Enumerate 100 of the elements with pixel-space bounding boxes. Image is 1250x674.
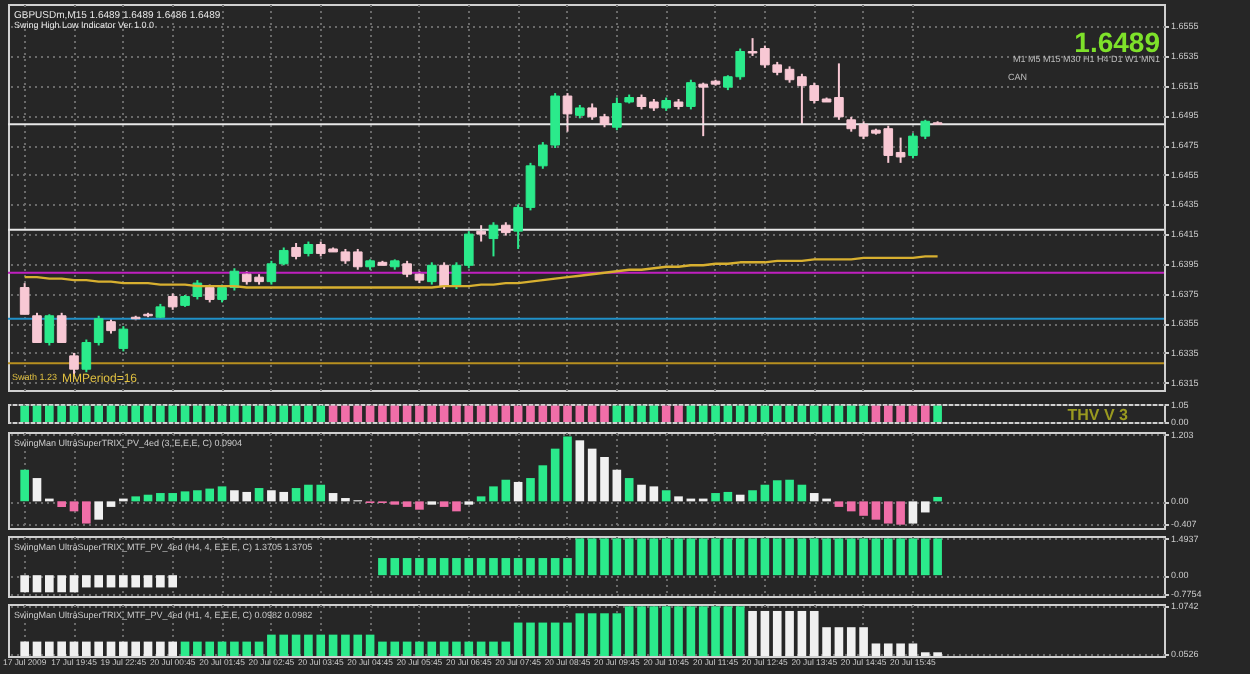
bar [82, 501, 91, 524]
bar [550, 622, 560, 656]
bar [871, 538, 881, 576]
bar [748, 490, 757, 502]
bar [513, 558, 523, 576]
annotation: 1.6489 [1074, 26, 1161, 58]
bar [217, 641, 227, 656]
candlestick [44, 313, 55, 347]
bar [180, 491, 190, 502]
bar [587, 613, 597, 656]
bar [143, 641, 153, 656]
bar [513, 622, 523, 656]
bar [291, 488, 301, 502]
bar [402, 641, 412, 656]
candlestick [488, 221, 499, 258]
bar [649, 486, 659, 502]
bar [32, 641, 42, 656]
bar [637, 484, 646, 502]
bar [439, 558, 449, 576]
bar [624, 538, 634, 576]
bar [106, 501, 116, 507]
bar [834, 627, 844, 656]
bar [908, 538, 918, 576]
bar [933, 496, 942, 502]
candlestick [118, 325, 129, 353]
bar [908, 501, 918, 524]
bar [57, 501, 66, 507]
bar [538, 465, 548, 502]
bar [254, 488, 264, 502]
bar [686, 538, 696, 576]
bar [20, 469, 29, 502]
bar [686, 606, 696, 656]
bar [649, 606, 659, 656]
bar [871, 501, 881, 520]
bar [575, 613, 585, 656]
bar [760, 610, 770, 656]
bar [131, 496, 141, 502]
bar [69, 641, 79, 656]
bar [612, 469, 622, 502]
bar [600, 538, 609, 576]
bar [452, 501, 461, 512]
bar [834, 538, 844, 576]
bar [661, 490, 671, 502]
candlestick [686, 78, 696, 111]
bar [723, 538, 733, 576]
bar [538, 558, 548, 576]
bar [563, 436, 572, 502]
bar [563, 558, 572, 576]
candlestick [56, 311, 67, 344]
bar [550, 448, 560, 502]
candlestick [19, 282, 30, 316]
bar [526, 622, 535, 656]
bar [624, 478, 634, 502]
bar [402, 558, 412, 576]
bar [735, 494, 745, 502]
bar [476, 558, 486, 576]
bar [106, 575, 116, 588]
bar [612, 538, 622, 576]
bar [69, 501, 79, 512]
bar [402, 501, 412, 507]
bar [439, 641, 449, 656]
bar [143, 575, 153, 588]
bar [538, 622, 548, 656]
bar [291, 634, 301, 656]
bar [180, 641, 190, 656]
bar [711, 493, 720, 502]
bar [760, 538, 770, 576]
bar [254, 641, 264, 656]
bar [328, 634, 338, 656]
annotation: THV V 3 [1067, 406, 1130, 424]
candlestick [562, 92, 573, 133]
bar [624, 606, 634, 656]
bar [550, 558, 560, 576]
bar [600, 456, 609, 502]
bar [575, 538, 585, 576]
bar [69, 575, 79, 593]
bar [20, 575, 29, 593]
bar [476, 641, 486, 656]
bar [797, 610, 807, 656]
bar [612, 613, 622, 656]
bar [834, 501, 844, 507]
bar [20, 641, 29, 656]
bar [637, 606, 646, 656]
bar [908, 643, 918, 656]
candlestick [426, 261, 437, 286]
bar [587, 538, 597, 576]
bar [563, 622, 572, 656]
bar [735, 606, 745, 656]
candlestick [439, 261, 449, 291]
bar [476, 496, 486, 502]
bar [365, 634, 375, 656]
candlestick [32, 311, 42, 344]
bar [748, 610, 757, 656]
bar [415, 501, 424, 510]
bar [649, 538, 659, 576]
bar [723, 606, 733, 656]
bar [94, 501, 103, 520]
line-series [23, 255, 939, 289]
bar [637, 538, 646, 576]
bar [32, 478, 42, 502]
